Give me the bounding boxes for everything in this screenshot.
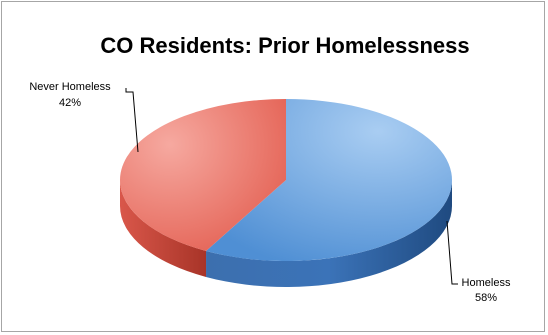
slice-value-homeless: 58% <box>475 292 497 304</box>
slice-side-never-homeless <box>120 180 207 277</box>
slice-homeless <box>206 99 453 261</box>
chart-title: CO Residents: Prior Homelessness <box>100 33 469 58</box>
slice-value-never-homeless: 42% <box>59 97 81 109</box>
slice-label-homeless: Homeless <box>462 277 511 289</box>
slice-never-homeless <box>120 99 287 251</box>
slice-label-never-homeless: Never Homeless <box>29 81 111 93</box>
never-homeless-leader-line <box>125 88 139 153</box>
slice-side-homeless <box>206 180 452 287</box>
homeless-leader-line <box>446 220 458 285</box>
